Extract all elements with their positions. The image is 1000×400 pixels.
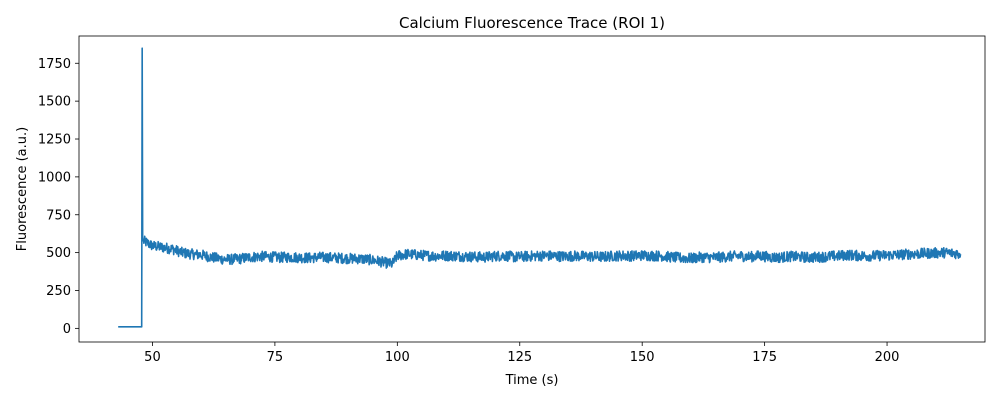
series-layer: [117, 47, 962, 328]
x-axis: 50 75 100 125 150 175 200: [144, 342, 899, 365]
y-axis: 0 250 500 750 1000 1250 1500 1750: [38, 57, 79, 337]
y-tick-label: 1000: [38, 170, 71, 185]
x-tick-label: 150: [630, 350, 655, 365]
y-tick-label: 1250: [38, 133, 71, 148]
x-tick-label: 75: [267, 350, 284, 365]
y-tick-label: 500: [46, 246, 71, 261]
series-line-roi-1: [117, 47, 962, 328]
y-tick-label: 750: [46, 208, 71, 223]
x-axis-label: Time (s): [505, 373, 559, 388]
x-tick-label: 175: [752, 350, 777, 365]
x-tick-label: 200: [875, 350, 900, 365]
y-axis-label: Fluorescence (a.u.): [15, 127, 30, 251]
x-tick-label: 50: [144, 350, 161, 365]
plot-frame: [78, 35, 986, 343]
x-tick-label: 100: [385, 350, 410, 365]
chart-title: Calcium Fluorescence Trace (ROI 1): [399, 14, 665, 32]
y-tick-label: 1500: [38, 95, 71, 110]
x-tick-label: 125: [507, 350, 532, 365]
y-tick-label: 250: [46, 284, 71, 299]
y-tick-label: 0: [63, 322, 71, 337]
y-tick-label: 1750: [38, 57, 71, 72]
